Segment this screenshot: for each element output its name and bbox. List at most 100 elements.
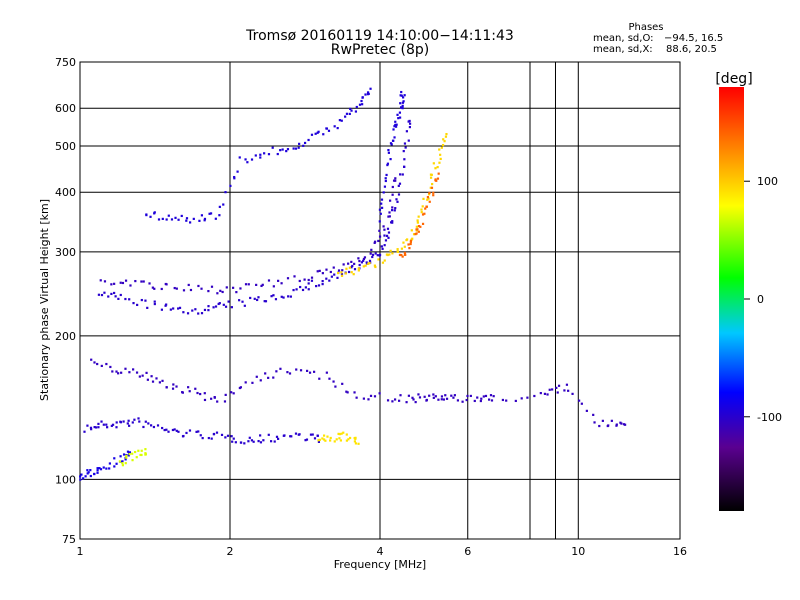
- data-point: [437, 398, 440, 401]
- data-point: [453, 394, 456, 397]
- data-point: [438, 148, 441, 151]
- data-point: [383, 185, 387, 188]
- data-point: [174, 216, 177, 219]
- data-point: [247, 283, 250, 286]
- data-point: [97, 293, 101, 296]
- data-point: [173, 428, 176, 431]
- data-point: [337, 269, 341, 272]
- data-point: [317, 439, 320, 442]
- data-point: [222, 203, 225, 206]
- data-point: [140, 453, 143, 457]
- x-tick-labels: 1 2 4 6 10 16: [77, 545, 688, 558]
- data-point: [505, 399, 508, 402]
- data-point: [335, 438, 338, 441]
- data-point: [555, 386, 558, 389]
- data-point: [418, 396, 422, 399]
- data-point: [239, 386, 243, 389]
- data-point: [207, 289, 210, 293]
- data-point: [309, 433, 313, 436]
- data-point: [340, 274, 344, 277]
- data-point: [250, 439, 254, 442]
- data-point: [492, 395, 495, 398]
- data-point: [272, 376, 275, 379]
- data-point: [111, 370, 114, 373]
- data-point: [115, 370, 118, 373]
- data-point: [419, 225, 422, 228]
- data-point: [378, 208, 382, 211]
- data-point: [136, 303, 139, 307]
- data-point: [551, 388, 554, 391]
- data-point: [138, 375, 141, 378]
- data-point: [363, 256, 367, 259]
- data-point: [307, 282, 310, 285]
- data-point: [133, 418, 136, 421]
- data-point: [141, 374, 144, 377]
- data-point: [404, 253, 407, 256]
- data-point: [275, 370, 278, 373]
- data-point: [295, 288, 298, 291]
- data-point: [364, 264, 367, 267]
- data-point: [298, 279, 301, 283]
- data-point: [305, 369, 309, 372]
- data-point: [234, 441, 237, 444]
- data-point: [117, 297, 120, 300]
- data-point: [381, 247, 384, 250]
- data-point: [140, 280, 143, 283]
- data-point: [96, 469, 99, 472]
- data-point: [313, 437, 317, 440]
- data-point: [213, 396, 216, 399]
- data-point: [391, 206, 394, 209]
- stats-o-values: −94.5, 16.5: [664, 33, 723, 44]
- data-point: [610, 419, 613, 422]
- data-point: [86, 424, 89, 427]
- data-point: [362, 257, 366, 261]
- data-point: [415, 232, 418, 235]
- data-point: [404, 146, 407, 149]
- scatter-points: [79, 87, 627, 481]
- data-point: [89, 474, 92, 478]
- y-tick-label: 200: [55, 330, 76, 343]
- data-point: [203, 219, 206, 222]
- data-point: [128, 371, 131, 374]
- data-point: [520, 397, 523, 400]
- data-point: [392, 128, 395, 131]
- data-point: [417, 225, 421, 228]
- data-point: [394, 125, 398, 128]
- data-point: [358, 259, 361, 263]
- data-point: [407, 120, 410, 123]
- data-point: [140, 449, 143, 452]
- data-point: [253, 297, 256, 300]
- data-point: [440, 146, 443, 149]
- data-point: [391, 221, 394, 224]
- data-point: [226, 434, 230, 437]
- data-point: [99, 279, 102, 282]
- data-point: [307, 138, 310, 142]
- data-point: [387, 151, 390, 154]
- data-point: [264, 372, 267, 375]
- y-tick-label: 100: [55, 473, 76, 486]
- data-point: [607, 424, 610, 427]
- data-point: [212, 433, 215, 436]
- data-point: [425, 399, 428, 402]
- data-point: [400, 247, 404, 250]
- data-point: [229, 184, 232, 187]
- data-point: [403, 158, 406, 161]
- data-point: [428, 200, 431, 203]
- data-point: [305, 438, 309, 441]
- data-point: [426, 196, 430, 199]
- colorbar-tick-label: 100: [757, 175, 778, 188]
- data-point: [114, 295, 117, 298]
- data-point: [115, 462, 118, 465]
- data-point: [251, 381, 254, 384]
- data-point: [118, 460, 122, 463]
- data-point: [329, 436, 332, 440]
- data-point: [230, 391, 233, 394]
- data-point: [302, 144, 305, 147]
- data-point: [389, 249, 392, 252]
- data-point: [148, 282, 151, 285]
- data-point: [412, 398, 415, 401]
- data-point: [420, 208, 423, 211]
- data-point: [89, 469, 92, 472]
- data-point: [124, 279, 128, 282]
- data-point: [171, 387, 175, 390]
